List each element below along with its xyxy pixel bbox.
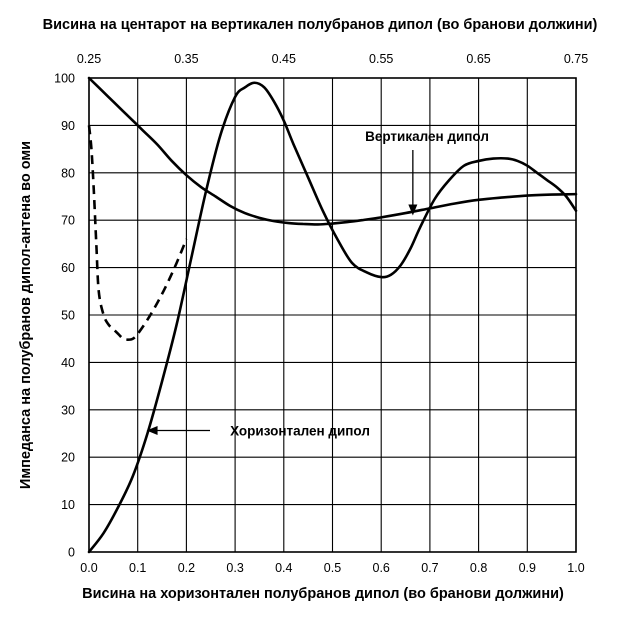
y-tick-label: 20 — [61, 451, 75, 465]
top-tick-label: 0.65 — [466, 52, 490, 66]
horizontal-dipole-arrowhead — [146, 426, 158, 435]
x-tick-label: 0.9 — [519, 561, 536, 575]
x-tick-label: 0.8 — [470, 561, 487, 575]
vertical-dipole-label: Вертикален дипол — [365, 129, 489, 144]
horizontal-dipole-line — [87, 81, 578, 554]
y-tick-label: 0 — [68, 546, 75, 560]
y-tick-label: 10 — [61, 498, 75, 512]
y-tick-label: 60 — [61, 261, 75, 275]
horizontal-dipole-label: Хоризонтален дипол — [230, 424, 370, 439]
vertical-dipole-arrowhead — [408, 204, 418, 216]
vertical-dipole-line — [87, 76, 578, 226]
y-tick-label: 70 — [61, 214, 75, 228]
x-tick-label: 0.6 — [373, 561, 390, 575]
y-tick-label: 80 — [61, 166, 75, 180]
y-tick-label: 50 — [61, 309, 75, 323]
top-tick-label: 0.45 — [272, 52, 296, 66]
top-tick-label: 0.25 — [77, 52, 101, 66]
y-tick-label: 100 — [54, 72, 75, 86]
y-axis-ticks: 0 10 20 30 40 50 60 70 80 90 100 — [54, 72, 75, 560]
series-lines — [87, 76, 578, 554]
top-tick-label: 0.35 — [174, 52, 198, 66]
y-tick-label: 30 — [61, 403, 75, 417]
x-tick-label: 0.5 — [324, 561, 341, 575]
x-tick-label: 0.1 — [129, 561, 146, 575]
top-axis-ticks: 0.25 0.35 0.45 0.55 0.65 0.75 — [77, 52, 588, 66]
plot-frame — [88, 77, 577, 553]
x-tick-label: 0.4 — [275, 561, 292, 575]
x-tick-label: 1.0 — [567, 561, 584, 575]
y-tick-label: 90 — [61, 119, 75, 133]
horizontal-dipole-dashed-line — [87, 125, 188, 341]
y-axis-title: Импеданса на полубранов дипол-антена во … — [18, 141, 34, 489]
top-tick-label: 0.55 — [369, 52, 393, 66]
x-tick-label: 0.3 — [226, 561, 243, 575]
x-tick-label: 0.0 — [80, 561, 97, 575]
x-tick-label: 0.2 — [178, 561, 195, 575]
x-axis-ticks: 0.0 0.1 0.2 0.3 0.4 0.5 0.6 0.7 0.8 0.9 1.0 — [80, 561, 584, 575]
top-axis-title: Висина на центарот на вертикален полубра… — [43, 17, 598, 33]
annotations: Вертикален дипол Хоризонтален дипол — [146, 129, 489, 439]
x-axis-title: Висина на хоризонтален полубранов дипол … — [82, 586, 564, 602]
top-tick-label: 0.75 — [564, 52, 588, 66]
y-tick-label: 40 — [61, 356, 75, 370]
x-tick-label: 0.7 — [421, 561, 438, 575]
